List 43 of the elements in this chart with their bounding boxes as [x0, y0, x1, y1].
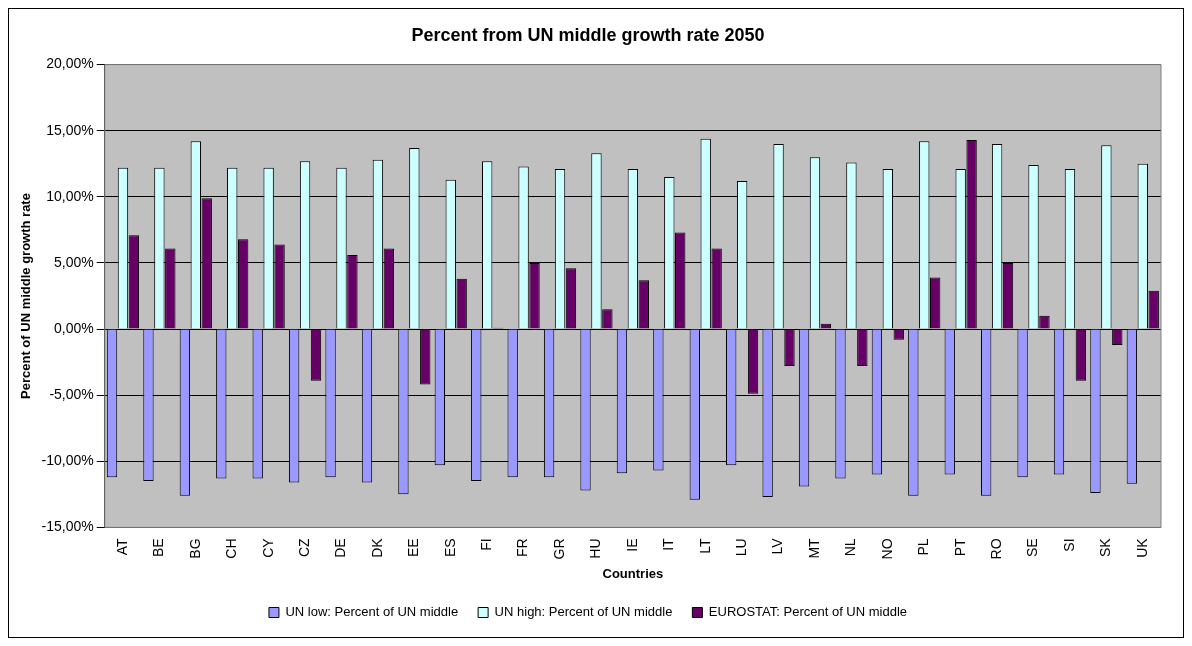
x-tick-label: PL [915, 538, 932, 556]
y-tick-label: 5,00% [54, 253, 94, 270]
x-tick-label: LU [733, 538, 749, 557]
x-tick-label: EE [405, 538, 422, 558]
x-tick-label: ES [441, 538, 458, 558]
x-tick-label: IE [623, 538, 640, 552]
x-tick-label: HU [587, 538, 604, 559]
x-tick-label: CY [259, 537, 276, 558]
x-tick-label: UK [1133, 537, 1150, 558]
x-tick-label: SI [1060, 538, 1077, 552]
legend-label: EUROSTAT: Percent of UN middle [708, 604, 908, 620]
legend-label: UN high: Percent of UN middle [494, 604, 673, 620]
x-tick-label: CH [223, 538, 240, 559]
x-tick-label: MT [805, 537, 822, 559]
x-tick-label: SK [1097, 537, 1114, 558]
x-tick-label: DE [332, 538, 349, 558]
x-tick-label: BE [150, 538, 167, 558]
x-tick-label: FR [514, 538, 531, 558]
x-tick-label: NO [878, 538, 895, 560]
y-tick-label: 15,00% [46, 121, 94, 138]
x-tick-label: NL [842, 538, 859, 557]
y-tick-label: 10,00% [46, 187, 94, 204]
x-tick-label: SE [1024, 538, 1041, 558]
x-tick-label: IT [660, 537, 677, 551]
x-tick-label: AT [113, 537, 130, 556]
legend-label: UN low: Percent of UN middle [285, 604, 459, 620]
y-tick-label: -15,00% [41, 518, 94, 535]
y-tick-label: 20,00% [46, 55, 94, 72]
y-axis-title: Percent of UN middle growth rate [18, 193, 34, 399]
x-tick-label: PT [951, 537, 968, 557]
x-tick-label: GR [550, 538, 567, 560]
x-tick-label: CZ [295, 537, 312, 558]
x-tick-label: FI [478, 538, 495, 551]
chart-title: Percent from UN middle growth rate 2050 [411, 24, 765, 45]
x-tick-label: DK [368, 537, 385, 558]
y-tick-label: -5,00% [49, 386, 94, 403]
y-tick-label: -10,00% [41, 452, 94, 469]
x-axis-title: Countries [602, 565, 664, 581]
x-tick-label: BG [186, 538, 203, 559]
y-tick-label: 0,00% [54, 319, 94, 336]
x-tick-label: RO [987, 538, 1004, 560]
x-tick-label: LT [696, 537, 713, 554]
x-tick-label: LV [769, 537, 786, 555]
